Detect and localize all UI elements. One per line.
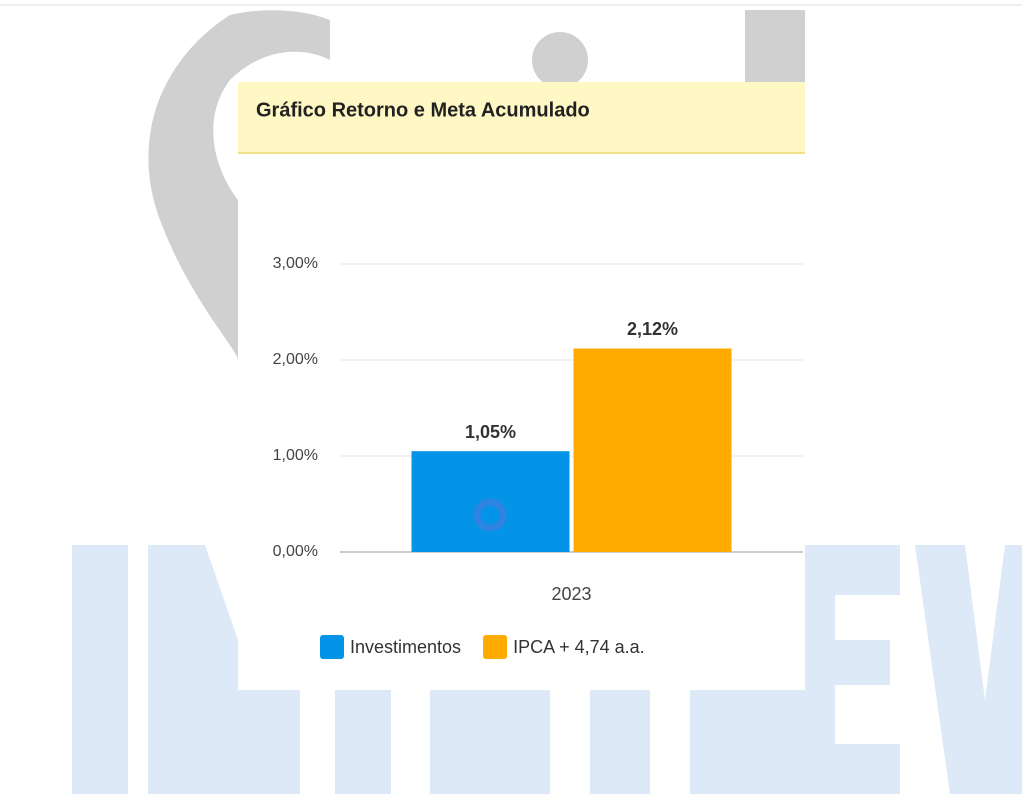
legend-label: Investimentos (350, 637, 461, 657)
data-label: 1,05% (465, 422, 516, 442)
loading-icon (473, 498, 507, 532)
legend-swatch (320, 635, 344, 659)
y-tick-label: 3,00% (273, 255, 318, 272)
y-tick-label: 1,00% (273, 447, 318, 464)
panel-header (238, 82, 805, 153)
x-tick-label: 2023 (551, 584, 591, 604)
watermark-letters (72, 545, 1022, 794)
bar (573, 348, 732, 552)
watermark-shape (745, 10, 805, 82)
watermark-dot (532, 32, 588, 88)
legend-swatch (483, 635, 508, 659)
chart-title: Gráfico Retorno e Meta Acumulado (256, 99, 590, 121)
watermark-swoosh (148, 10, 330, 360)
legend-label: IPCA + 4,74 a.a. (513, 637, 645, 657)
y-tick-label: 2,00% (273, 351, 318, 368)
y-tick-label: 0,00% (273, 543, 318, 560)
data-label: 2,12% (627, 319, 678, 339)
chart: 0,00% 1,00% 2,00% 3,00% 1,05% 2,12% 2023 Invest… (273, 255, 803, 659)
